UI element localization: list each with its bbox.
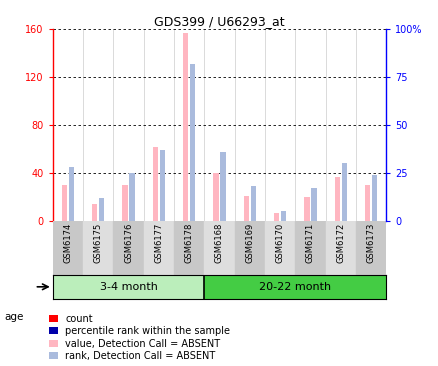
Bar: [280, 211, 286, 221]
Bar: [53, 275, 204, 299]
Bar: [159, 150, 165, 221]
Text: GSM6168: GSM6168: [215, 223, 223, 263]
Legend: count, percentile rank within the sample, value, Detection Call = ABSENT, rank, : count, percentile rank within the sample…: [49, 314, 230, 361]
Text: GSM6173: GSM6173: [366, 223, 375, 263]
Bar: [53, 221, 83, 275]
Bar: [204, 275, 385, 299]
Title: GDS399 / U66293_at: GDS399 / U66293_at: [154, 15, 284, 28]
Bar: [83, 221, 113, 275]
Text: 20-22 month: 20-22 month: [259, 282, 331, 292]
Bar: [99, 198, 104, 221]
Text: GSM6174: GSM6174: [63, 223, 72, 263]
Bar: [122, 185, 127, 221]
Text: GSM6178: GSM6178: [184, 223, 193, 263]
Text: 3-4 month: 3-4 month: [99, 282, 157, 292]
Text: GSM6176: GSM6176: [124, 223, 133, 263]
Bar: [234, 221, 265, 275]
Bar: [68, 167, 74, 221]
Bar: [243, 196, 248, 221]
Text: GSM6175: GSM6175: [93, 223, 102, 263]
Text: GSM6171: GSM6171: [305, 223, 314, 263]
Bar: [334, 177, 339, 221]
Bar: [183, 33, 188, 221]
Bar: [92, 204, 97, 221]
Bar: [143, 221, 173, 275]
Text: age: age: [4, 311, 24, 322]
Bar: [304, 197, 309, 221]
Bar: [250, 186, 255, 221]
Bar: [364, 185, 370, 221]
Bar: [61, 185, 67, 221]
Bar: [265, 221, 295, 275]
Bar: [295, 221, 325, 275]
Bar: [371, 175, 377, 221]
Bar: [152, 147, 158, 221]
Bar: [190, 64, 195, 221]
Text: GSM6177: GSM6177: [154, 223, 163, 263]
Text: GSM6170: GSM6170: [275, 223, 284, 263]
Bar: [273, 213, 279, 221]
Bar: [341, 164, 346, 221]
Bar: [355, 221, 385, 275]
Bar: [113, 221, 143, 275]
Bar: [311, 188, 316, 221]
Bar: [173, 221, 204, 275]
Text: GSM6169: GSM6169: [245, 223, 254, 263]
Bar: [213, 173, 218, 221]
Bar: [204, 221, 234, 275]
Bar: [220, 152, 225, 221]
Text: GSM6172: GSM6172: [336, 223, 345, 263]
Bar: [129, 173, 134, 221]
Bar: [325, 221, 355, 275]
